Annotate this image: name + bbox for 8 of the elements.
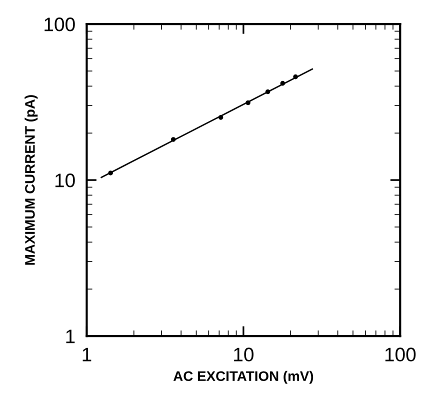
x-tick-label: 1	[82, 348, 92, 362]
y-tick-label: 1	[66, 330, 75, 344]
x-tick-label: 10	[234, 348, 254, 362]
x-axis-title: AC EXCITATION (mV)	[173, 370, 314, 384]
x-tick-label: 100	[385, 348, 416, 362]
y-tick-label: 100	[44, 18, 75, 32]
y-axis-title: MAXIMUM CURRENT (pA)	[24, 95, 38, 265]
y-tick-label: 10	[55, 174, 75, 188]
